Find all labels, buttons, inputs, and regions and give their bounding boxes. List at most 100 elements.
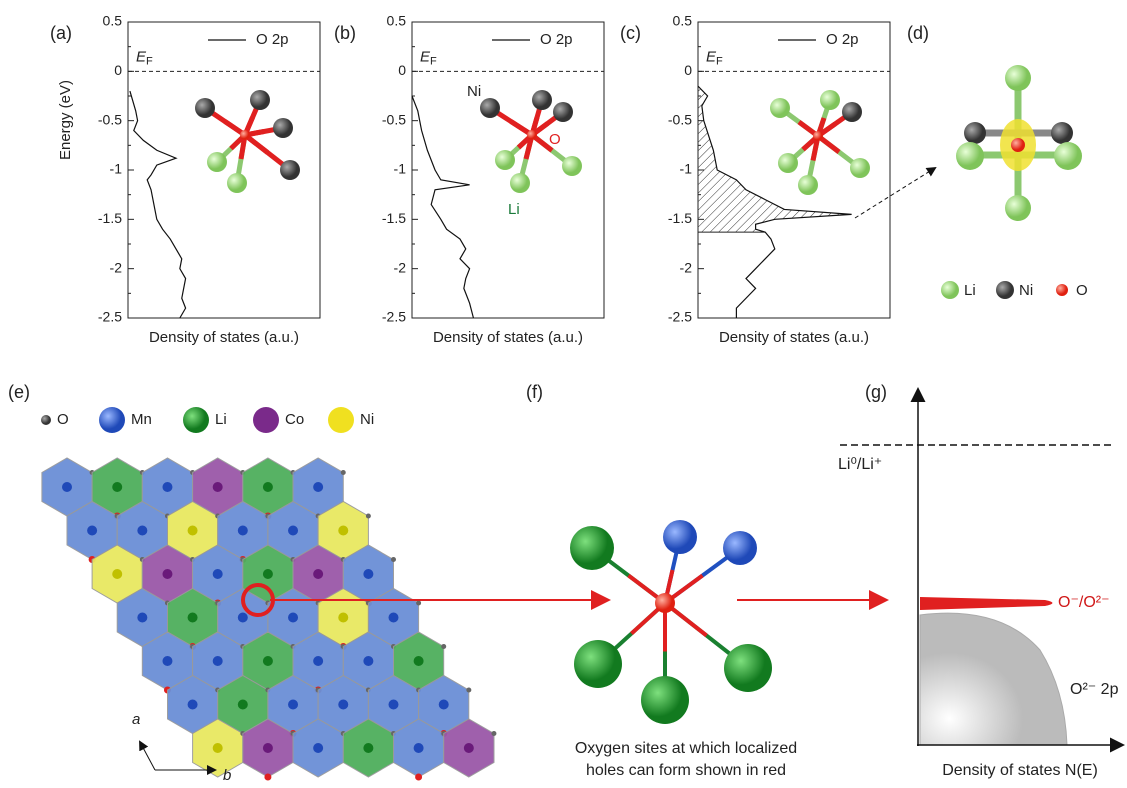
atom — [527, 130, 537, 140]
o-atom — [441, 644, 447, 649]
x-axis-label: Density of states (a.u.) — [433, 329, 583, 346]
panel-label: (c) — [620, 23, 641, 43]
pointer — [854, 166, 937, 219]
atom — [1056, 284, 1068, 296]
metal-atom — [187, 699, 198, 710]
metal-atom — [338, 612, 349, 623]
metal-atom — [413, 656, 424, 666]
y-tick-label: -2 — [110, 259, 123, 275]
y-tick-label: -2.5 — [382, 309, 406, 325]
legend-label: Li — [964, 282, 976, 299]
y-tick-label: 0.5 — [387, 13, 407, 29]
atom — [1051, 122, 1073, 144]
metal-atom — [388, 612, 399, 623]
metal-atom — [438, 699, 449, 710]
metal-atom — [87, 525, 98, 536]
y-tick-label: -1 — [394, 161, 407, 177]
band-top — [920, 597, 1053, 610]
atom — [280, 160, 300, 180]
y-tick-label: 0.5 — [103, 13, 123, 29]
axis-a — [139, 740, 156, 771]
fermi-sub: F — [146, 55, 153, 67]
atom — [941, 281, 959, 299]
atom — [1054, 142, 1082, 170]
metal-atom — [463, 743, 474, 753]
x-axis-label: Density of states (a.u.) — [149, 329, 299, 346]
atom — [250, 90, 270, 110]
atom — [195, 98, 215, 118]
fermi-label: EF — [420, 48, 437, 67]
panel-label: (a) — [50, 23, 72, 43]
legend-label: Li — [215, 411, 227, 428]
y-tick-label: -0.5 — [98, 111, 122, 127]
metal-atom — [363, 743, 374, 753]
metal-atom — [262, 482, 273, 492]
atom — [842, 102, 862, 122]
axis-label: a — [132, 711, 140, 728]
dos-curve — [697, 85, 852, 318]
o-atom — [416, 600, 422, 606]
metal-atom — [313, 482, 324, 492]
y-tick-label: -1.5 — [98, 210, 122, 226]
metal-atom — [388, 699, 399, 710]
legend-label: Ni — [1019, 282, 1033, 299]
metal-atom — [363, 656, 374, 666]
atom — [723, 531, 757, 565]
axis-label: b — [223, 767, 231, 783]
legend-label: O 2p — [256, 31, 289, 48]
band-label: O²⁻ 2p — [1070, 681, 1119, 698]
atom — [1005, 195, 1031, 221]
y-tick-label: -1.5 — [668, 210, 692, 226]
atom — [273, 118, 293, 138]
metal-atom — [212, 656, 223, 666]
y-tick-label: -1 — [110, 161, 123, 177]
y-tick-label: -2.5 — [98, 309, 122, 325]
atom — [532, 90, 552, 110]
atom — [956, 142, 984, 170]
metal-atom — [288, 612, 299, 623]
band-top-label: O⁻/O²⁻ — [1058, 594, 1110, 611]
panel-label: (g) — [865, 382, 887, 402]
atom-label: Ni — [467, 83, 481, 100]
metal-atom — [187, 525, 198, 536]
atom — [798, 175, 818, 195]
metal-atom — [338, 699, 349, 710]
atom — [663, 520, 697, 554]
metal-atom — [237, 699, 248, 710]
fermi-label: EF — [706, 48, 723, 67]
atom — [495, 150, 515, 170]
atom — [820, 90, 840, 110]
metal-atom — [363, 569, 374, 579]
legend-atom — [41, 415, 51, 425]
fermi-main: E — [420, 48, 431, 65]
fermi-sub: F — [716, 55, 723, 67]
atom — [850, 158, 870, 178]
caption: Oxygen sites at which localized — [575, 740, 797, 757]
panel-label: (b) — [334, 23, 356, 43]
metal-atom — [212, 569, 223, 579]
o-hole — [415, 773, 423, 781]
metal-atom — [413, 743, 424, 753]
metal-atom — [288, 699, 299, 710]
legend-atom — [328, 407, 354, 433]
metal-atom — [112, 482, 123, 492]
panel-label: (f) — [526, 382, 543, 402]
atom — [480, 98, 500, 118]
atom-label: Li — [508, 201, 520, 218]
metal-atom — [262, 656, 273, 666]
y-tick-label: 0.5 — [673, 13, 693, 29]
metal-atom — [137, 525, 148, 536]
legend-label: O — [1076, 282, 1088, 299]
metal-atom — [212, 482, 223, 492]
o-atom — [340, 470, 346, 475]
atom — [553, 102, 573, 122]
x-axis-label: Density of states N(E) — [942, 762, 1098, 779]
panel-label: (d) — [907, 23, 929, 43]
metal-atom — [313, 743, 324, 753]
x-axis-label: Density of states (a.u.) — [719, 329, 869, 346]
metal-atom — [162, 656, 173, 666]
metal-atom — [237, 525, 248, 536]
band-area — [919, 612, 1068, 746]
atom — [227, 173, 247, 193]
